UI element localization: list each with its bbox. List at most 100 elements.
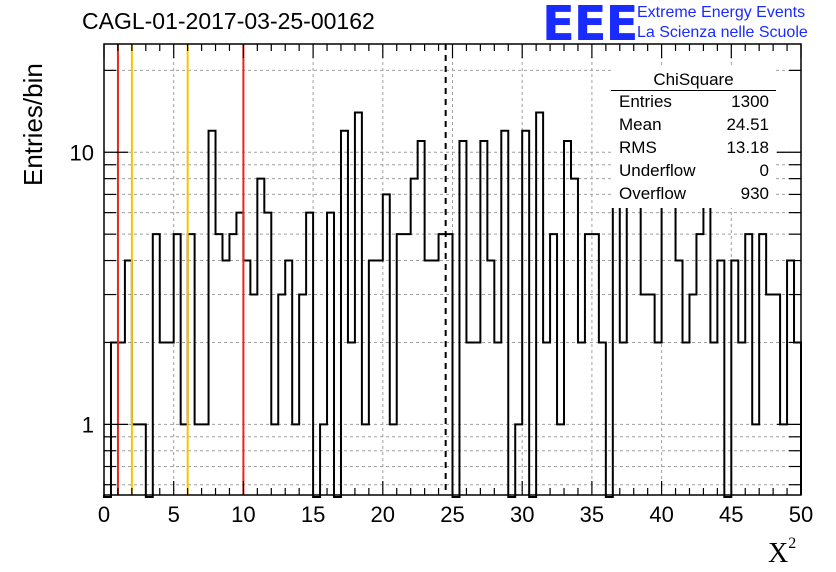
- x-tick-label: 10: [231, 502, 255, 527]
- histogram-bin: [641, 295, 648, 495]
- histogram-bin: [696, 234, 703, 495]
- histogram-bin: [494, 342, 501, 495]
- stats-value: 24.51: [726, 115, 769, 134]
- x-tick-label: 40: [649, 502, 673, 527]
- x-tick-label: 15: [301, 502, 325, 527]
- stats-value: 0: [759, 161, 769, 180]
- y-tick-label: 10: [70, 140, 94, 165]
- histogram-bin: [188, 234, 195, 495]
- histogram-bin: [160, 342, 167, 495]
- histogram-bin: [487, 261, 494, 495]
- histogram-bin: [285, 261, 292, 495]
- histogram-bin: [550, 234, 557, 495]
- histogram-bin: [710, 342, 717, 495]
- y-tick-label: 1: [82, 412, 94, 437]
- histogram-bin: [592, 234, 599, 495]
- histogram-bin: [327, 213, 334, 495]
- stats-value: 13.18: [726, 138, 769, 157]
- stats-divider: [611, 90, 776, 91]
- histogram-bin: [787, 261, 794, 495]
- x-tick-label: 35: [580, 502, 604, 527]
- stats-label: Entries: [619, 92, 672, 111]
- y-tick-labels: 1 10: [70, 140, 94, 437]
- histogram-bin: [773, 295, 780, 495]
- reference-lines: [116, 44, 447, 495]
- histogram-bin: [738, 342, 745, 495]
- histogram-bin: [655, 342, 662, 495]
- x-tick-label: 50: [789, 502, 813, 527]
- histogram-bin: [662, 194, 669, 495]
- x-tick-labels: 0 5 10 15 20 25 30 35 40 45 50: [98, 502, 813, 527]
- stats-box: ChiSquare Entries 1300 Mean 24.51 RMS 13…: [611, 68, 776, 208]
- histogram-bin: [118, 342, 125, 495]
- histogram-bin: [536, 113, 543, 495]
- histogram-outline: [103, 111, 802, 498]
- histogram-bin: [278, 295, 285, 495]
- histogram-bin: [543, 342, 550, 495]
- histogram-bin: [578, 342, 585, 495]
- histogram-bin: [404, 234, 411, 495]
- histogram-bin: [222, 261, 229, 495]
- histogram-bin: [731, 261, 738, 495]
- histogram-bin: [153, 234, 160, 495]
- x-tick-label: 25: [440, 502, 464, 527]
- histogram-bin: [432, 261, 439, 495]
- logo-line-2: La Scienza nelle Scuole: [637, 24, 808, 41]
- histogram-bin: [425, 261, 432, 495]
- stats-label: Overflow: [619, 184, 687, 203]
- eee-logo: EEE: [542, 0, 638, 52]
- stats-value: 930: [740, 184, 769, 203]
- histogram-bin: [745, 234, 752, 495]
- histogram-bin: [794, 342, 801, 495]
- histogram-bin: [348, 342, 355, 495]
- histogram-bin: [411, 179, 418, 495]
- histogram-bin: [125, 261, 132, 495]
- run-title: CAGL-01-2017-03-25-00162: [82, 8, 375, 34]
- stats-label: Underflow: [619, 161, 696, 180]
- stats-row-entries: Entries 1300: [619, 92, 769, 114]
- histogram-bin: [599, 342, 606, 495]
- stats-label: Mean: [619, 115, 662, 134]
- histogram-bin: [585, 234, 592, 495]
- axis-ticks: [103, 44, 802, 495]
- histogram-bin: [473, 342, 480, 495]
- logo-line-1: Extreme Energy Events: [637, 4, 806, 21]
- histogram-bin: [397, 234, 404, 495]
- histogram-bin: [229, 234, 236, 495]
- histogram-bin: [264, 213, 271, 495]
- x-tick-label: 45: [719, 502, 743, 527]
- x-axis-label-superscript: 2: [788, 535, 797, 552]
- histogram-bin: [174, 234, 181, 495]
- stats-row-rms: RMS 13.18: [619, 138, 769, 160]
- histogram-bin: [439, 234, 446, 495]
- histogram-bin: [236, 213, 243, 495]
- histogram-bin: [759, 234, 766, 495]
- histogram-bin: [466, 342, 473, 495]
- histogram-bin: [683, 342, 690, 495]
- x-tick-label: 5: [168, 502, 180, 527]
- histogram-bin: [501, 131, 508, 495]
- histogram-bin: [250, 295, 257, 495]
- x-tick-label: 30: [510, 502, 534, 527]
- histogram-bin: [648, 295, 655, 495]
- histogram-bin: [689, 295, 696, 495]
- y-axis-label: Entries/bin: [18, 63, 48, 186]
- histogram-bin: [355, 113, 362, 495]
- stats-label: RMS: [619, 138, 657, 157]
- histogram-bin: [522, 131, 529, 495]
- stats-row-underflow: Underflow 0: [619, 161, 769, 183]
- histogram-bin: [216, 234, 223, 495]
- stats-title: ChiSquare: [653, 70, 734, 89]
- stats-value: 1300: [731, 92, 769, 111]
- stats-row-mean: Mean 24.51: [619, 115, 769, 137]
- histogram-bin: [676, 261, 683, 495]
- histogram-bin: [341, 131, 348, 495]
- histogram-bin: [111, 342, 118, 495]
- x-tick-label: 0: [98, 502, 110, 527]
- histogram-bin: [243, 261, 250, 495]
- histogram-bin: [209, 131, 216, 495]
- stats-row-overflow: Overflow 930: [619, 184, 769, 206]
- histogram-bin: [369, 261, 376, 495]
- histogram-bin: [383, 194, 390, 495]
